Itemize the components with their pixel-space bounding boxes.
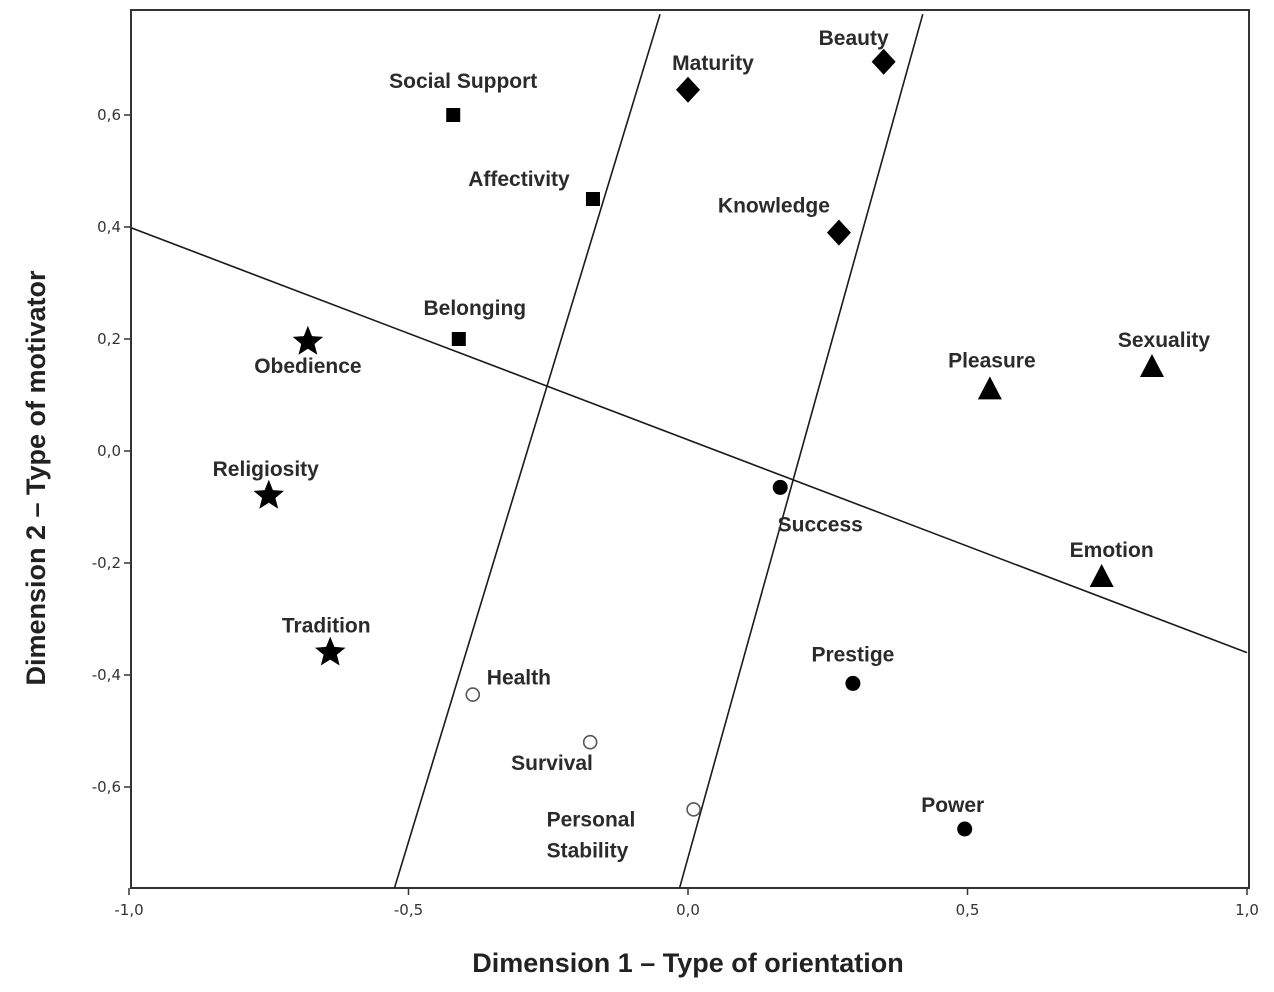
y-tick-label: -0,2	[92, 554, 121, 572]
marker-star	[253, 479, 284, 509]
point-power: Power	[921, 794, 984, 837]
y-tick-label: 0,2	[97, 330, 121, 348]
point-label: Tradition	[282, 615, 371, 638]
point-label: Prestige	[811, 643, 894, 666]
point-knowledge: Knowledge	[718, 195, 851, 246]
separator-line-1	[131, 226, 1248, 654]
x-axis-title: Dimension 1 – Type of orientation	[472, 948, 904, 978]
point-survival: Survival	[511, 734, 598, 775]
y-axis-title: Dimension 2 – Type of motivator	[21, 270, 51, 686]
point-pleasure: Pleasure	[948, 349, 1036, 400]
marker-open-circle	[465, 687, 481, 702]
marker-star	[315, 636, 346, 666]
point-beauty: Beauty	[819, 27, 896, 75]
x-tick-label: -1,0	[114, 901, 143, 919]
point-label: Survival	[511, 752, 593, 775]
point-affectivity: Affectivity	[468, 168, 600, 206]
point-label: Power	[921, 794, 984, 817]
marker-diamond	[676, 76, 700, 103]
point-success: Success	[772, 479, 863, 536]
point-label: Health	[487, 667, 551, 690]
point-label: Emotion	[1070, 539, 1154, 562]
y-tick-label: -0,4	[92, 666, 121, 684]
x-tick-label: 0,5	[956, 901, 980, 919]
point-label: Beauty	[819, 27, 889, 50]
point-label: Maturity	[672, 52, 754, 75]
point-religiosity: Religiosity	[213, 458, 320, 509]
marker-triangle	[977, 376, 1002, 400]
separator-line-2	[393, 13, 661, 888]
y-tick-label: 0,6	[97, 106, 121, 124]
marker-open-circle	[686, 802, 701, 817]
marker-square	[585, 192, 600, 206]
point-label: Sexuality	[1118, 329, 1211, 352]
marker-filled-circle	[772, 479, 788, 495]
point-personal-stability: Personal Stability	[547, 802, 701, 862]
point-health: Health	[465, 667, 551, 702]
point-label: Knowledge	[718, 195, 830, 218]
axis-ticks: -1,0 -0,5 0,0 0,5 1,0 -0,6 -0,4 -0,2 0,0 0,2 0,4 0,…	[92, 106, 1259, 919]
marker-square	[446, 108, 461, 122]
separator-lines	[131, 13, 1248, 888]
marker-square	[451, 332, 466, 346]
point-obedience: Obedience	[254, 325, 362, 378]
y-tick-label: 0,0	[97, 442, 121, 460]
data-points: Social Support Affectivity Belonging Maturi…	[213, 27, 1211, 863]
point-tradition: Tradition	[282, 615, 371, 666]
point-social-support: Social Support	[389, 70, 537, 122]
marker-filled-circle	[957, 821, 973, 837]
point-label: Religiosity	[213, 458, 320, 481]
marker-star	[292, 325, 324, 355]
point-label: Obedience	[254, 355, 361, 378]
point-label: Personal Stability	[547, 808, 636, 862]
x-tick-label: 1,0	[1235, 901, 1259, 919]
y-tick-label: 0,4	[97, 218, 121, 236]
point-sexuality: Sexuality	[1118, 329, 1211, 377]
point-label: Social Support	[389, 70, 537, 93]
marker-triangle	[1139, 354, 1164, 377]
x-tick-label: -0,5	[394, 901, 423, 919]
marker-diamond	[871, 48, 896, 75]
marker-diamond	[826, 219, 851, 246]
marker-open-circle	[582, 734, 598, 750]
x-tick-label: 0,0	[676, 901, 700, 919]
point-prestige: Prestige	[811, 643, 894, 691]
point-emotion: Emotion	[1070, 539, 1154, 587]
point-label: Belonging	[423, 297, 526, 320]
point-belonging: Belonging	[423, 297, 526, 346]
marker-triangle	[1089, 564, 1114, 587]
point-maturity: Maturity	[672, 52, 754, 103]
separator-line-3	[678, 13, 924, 888]
point-label: Success	[778, 513, 863, 536]
point-label: Affectivity	[468, 168, 570, 191]
point-label: Pleasure	[948, 349, 1036, 372]
y-tick-label: -0,6	[92, 778, 121, 796]
marker-filled-circle	[845, 675, 861, 691]
plot-area-frame	[130, 9, 1250, 889]
